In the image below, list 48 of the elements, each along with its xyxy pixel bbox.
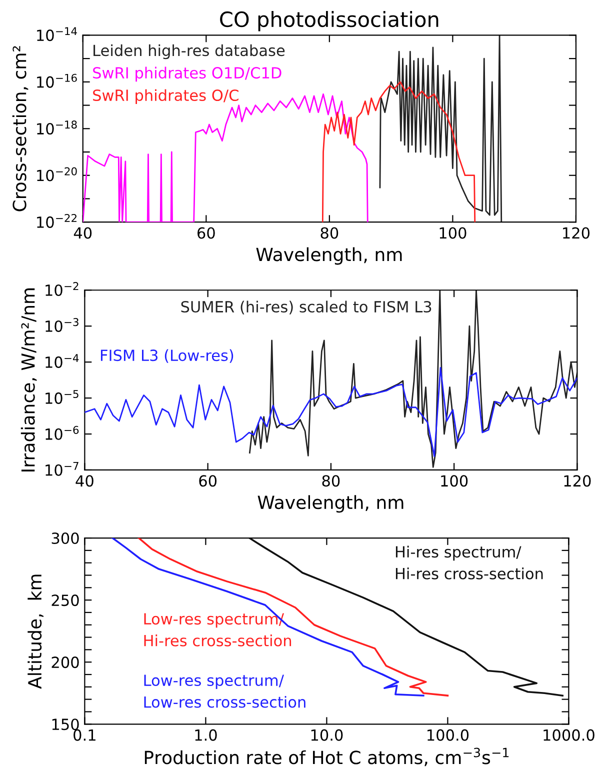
line-series xyxy=(322,81,476,222)
series-label: Low-res spectrum/ Hi-res cross-section xyxy=(144,613,292,646)
y-tick-label: 10$^{−16}$ xyxy=(37,74,77,88)
y-tick-label: 10$^{−3}$ xyxy=(46,318,78,332)
x-tick-label: 100 xyxy=(441,475,468,487)
y-tick-label: 10$^{−18}$ xyxy=(37,120,77,135)
chart-title: CO photodissociation xyxy=(220,11,438,32)
y-tick-label: 300 xyxy=(52,532,79,544)
series-label: Hi-res spectrum/ Hi-res cross-section xyxy=(396,546,543,580)
y-tick-label: 10$^{−4}$ xyxy=(46,354,79,368)
y-tick-label: 10$^{−7}$ xyxy=(46,462,78,476)
y-tick-label: 10$^{−5}$ xyxy=(46,390,78,404)
x-tick-label: 1000.0 xyxy=(544,729,594,741)
x-tick-label: 10.0 xyxy=(311,729,343,741)
y-axis-title: Altitude, km xyxy=(28,574,44,689)
x-tick-label: 120 xyxy=(564,475,591,487)
series-label: SUMER (hi-res) scaled to FISM L3 xyxy=(181,300,432,314)
line-series xyxy=(84,366,578,457)
x-tick-label: 100.0 xyxy=(428,729,469,741)
x-tick-label: 120 xyxy=(563,227,590,239)
x-tick-label: 1.0 xyxy=(195,729,217,741)
x-tick-label: 100 xyxy=(440,227,466,239)
y-axis-title: Irradiance, W/m²/nm xyxy=(20,288,37,472)
y-tick-label: 10$^{−22}$ xyxy=(37,214,76,228)
y-axis-title: Cross-section, cm² xyxy=(12,46,28,212)
x-tick-label: 80 xyxy=(320,227,338,239)
x-axis-title: Wavelength, nm xyxy=(258,495,404,513)
x-tick-label: 60 xyxy=(199,475,217,487)
series-label: FISM L3 (Low-res) xyxy=(100,349,234,363)
x-tick-label: 80 xyxy=(322,475,340,487)
y-tick-label: 10$^{−20}$ xyxy=(37,167,77,182)
x-tick-label: 40 xyxy=(74,227,92,239)
y-tick-label: 10$^{−2}$ xyxy=(46,282,78,296)
y-tick-label: 150 xyxy=(52,718,79,730)
x-tick-label: 60 xyxy=(198,227,215,239)
x-tick-label: 0.1 xyxy=(74,729,96,741)
x-axis-title: Wavelength, nm xyxy=(256,247,402,265)
x-axis-title: Production rate of Hot C atoms, cm$^{−3}$s$^{−1}$ xyxy=(144,748,509,766)
text: Low-res spectrum/ Low-res cross-section xyxy=(144,674,306,708)
y-tick-label: 10$^{−14}$ xyxy=(37,27,77,42)
y-tick-label: 10$^{−6}$ xyxy=(46,426,79,440)
line-series xyxy=(379,35,502,222)
series-label: SwRI phidrates O1D/C1D xyxy=(93,66,282,82)
text: Leiden high-res database xyxy=(94,44,285,60)
y-tick-label: 200 xyxy=(52,656,79,668)
text: SwRI phidrates O/C xyxy=(93,89,238,104)
y-tick-label: 250 xyxy=(52,594,79,606)
x-tick-label: 40 xyxy=(76,475,94,487)
